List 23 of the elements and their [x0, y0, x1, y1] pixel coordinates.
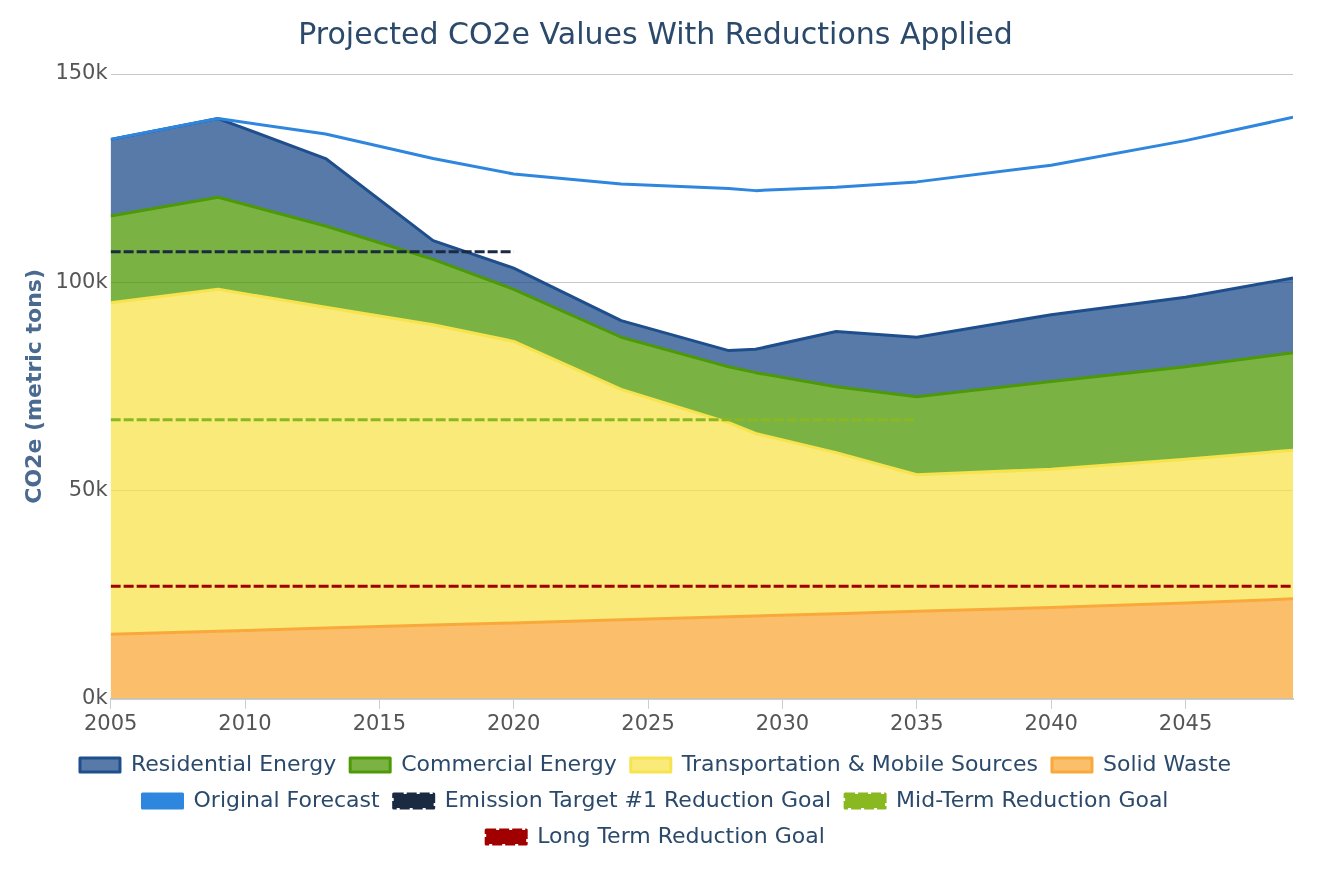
- x-tick-label: 2040: [1024, 710, 1078, 735]
- legend-label: Transportation & Mobile Sources: [680, 750, 1038, 776]
- y-tick-label: 0k: [82, 685, 109, 710]
- y-tick-label: 50k: [68, 476, 109, 501]
- x-tick-label: 2020: [486, 710, 541, 735]
- legend-label: Mid-Term Reduction Goal: [896, 786, 1169, 812]
- x-tick-label: 2045: [1158, 710, 1213, 735]
- legend-label: Commercial Energy: [401, 750, 617, 776]
- legend-label: Residential Energy: [130, 750, 337, 776]
- legend-label: Solid Waste: [1102, 750, 1232, 776]
- x-tick-label: 2010: [218, 710, 272, 735]
- legend-label: Long Term Reduction Goal: [537, 822, 825, 848]
- x-tick-label: 2005: [83, 710, 138, 735]
- x-tick-label: 2025: [621, 710, 675, 735]
- x-tick-label: 2015: [352, 710, 407, 735]
- y-axis-title: CO2e (metric tons): [20, 269, 46, 504]
- y-tick-label: 100k: [55, 268, 109, 293]
- y-tick-label: 150k: [55, 60, 109, 85]
- x-tick-label: 2030: [755, 710, 810, 735]
- legend-label: Original Forecast: [193, 786, 381, 812]
- chart-title: Projected CO2e Values With Reductions Applied: [298, 15, 1013, 51]
- legend-label: Emission Target #1 Reduction Goal: [444, 786, 832, 812]
- x-tick-label: 2035: [890, 710, 944, 735]
